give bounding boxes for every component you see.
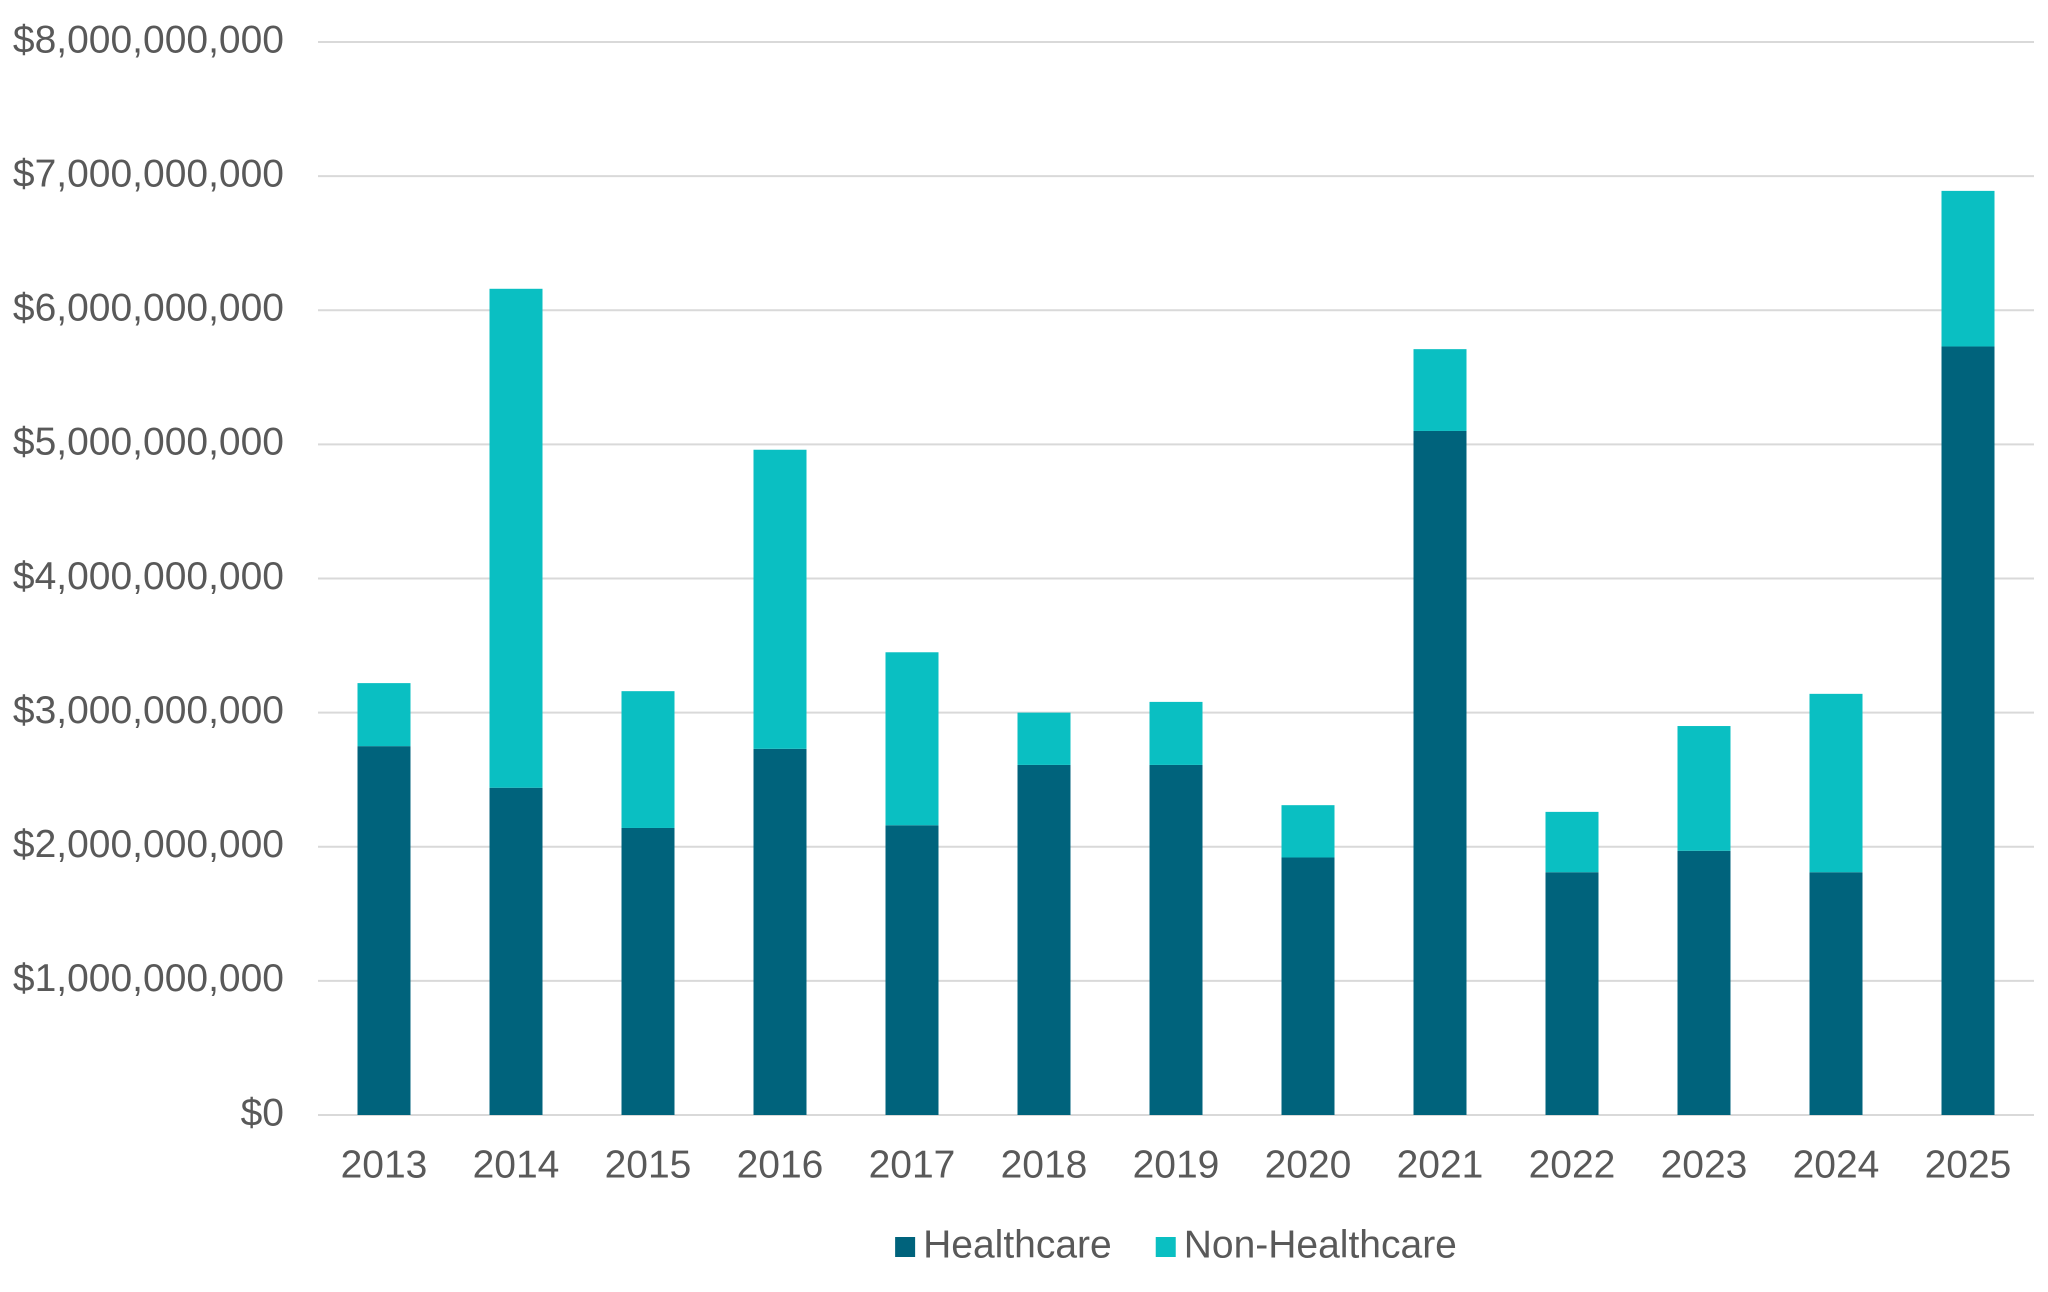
bar-segment xyxy=(1149,701,1203,765)
bar-segment xyxy=(753,748,807,1115)
bar-segment xyxy=(1413,349,1467,431)
bar-segment xyxy=(1941,346,1995,1115)
legend-label: Non-Healthcare xyxy=(1184,1223,1457,1266)
x-tick-label: 2014 xyxy=(473,1143,560,1186)
bar-segment xyxy=(1809,693,1863,873)
x-tick-label: 2018 xyxy=(1001,1143,1088,1186)
x-tick-label: 2015 xyxy=(605,1143,692,1186)
bar-segment xyxy=(1545,811,1599,873)
y-tick-label: $8,000,000,000 xyxy=(13,18,284,61)
y-tick-label: $7,000,000,000 xyxy=(13,152,284,195)
x-tick-label: 2025 xyxy=(1925,1143,2012,1186)
bar-segment xyxy=(885,825,939,1115)
bar-segment xyxy=(1281,857,1335,1115)
bar-segment xyxy=(489,787,543,1115)
y-tick-label: $3,000,000,000 xyxy=(13,689,284,732)
bar-segment xyxy=(1017,764,1071,1115)
x-tick-label: 2013 xyxy=(341,1143,428,1186)
y-tick-label: $1,000,000,000 xyxy=(13,957,284,1000)
bar-segment xyxy=(1941,190,1995,347)
bar-segment xyxy=(1545,872,1599,1115)
bar-segment xyxy=(1017,712,1071,765)
bar-segment xyxy=(1809,872,1863,1115)
bar-segment xyxy=(489,288,543,788)
bar-segment xyxy=(357,746,411,1115)
bar-segment xyxy=(1413,430,1467,1115)
bar-segment xyxy=(1677,726,1731,851)
bar-segment xyxy=(753,449,807,749)
bar-segment xyxy=(1149,764,1203,1115)
bar-segment xyxy=(1281,805,1335,858)
bar-segment xyxy=(357,683,411,747)
y-tick-label: $0 xyxy=(241,1091,284,1134)
x-tick-label: 2016 xyxy=(737,1143,824,1186)
legend-swatch xyxy=(1155,1237,1176,1257)
x-tick-label: 2017 xyxy=(869,1143,956,1186)
x-tick-label: 2023 xyxy=(1661,1143,1748,1186)
bar-segment xyxy=(885,652,939,826)
legend-swatch xyxy=(895,1237,916,1257)
y-tick-label: $6,000,000,000 xyxy=(13,287,284,330)
bar-segment xyxy=(621,691,675,828)
y-tick-label: $5,000,000,000 xyxy=(13,421,284,464)
x-tick-label: 2020 xyxy=(1265,1143,1352,1186)
bar-segment xyxy=(621,827,675,1115)
x-tick-label: 2019 xyxy=(1133,1143,1220,1186)
legend-label: Healthcare xyxy=(923,1223,1112,1266)
x-tick-label: 2022 xyxy=(1529,1143,1616,1186)
bar-segment xyxy=(1677,850,1731,1115)
y-tick-label: $2,000,000,000 xyxy=(13,823,284,866)
y-tick-label: $4,000,000,000 xyxy=(13,555,284,598)
x-tick-label: 2021 xyxy=(1397,1143,1484,1186)
x-tick-label: 2024 xyxy=(1793,1143,1880,1186)
